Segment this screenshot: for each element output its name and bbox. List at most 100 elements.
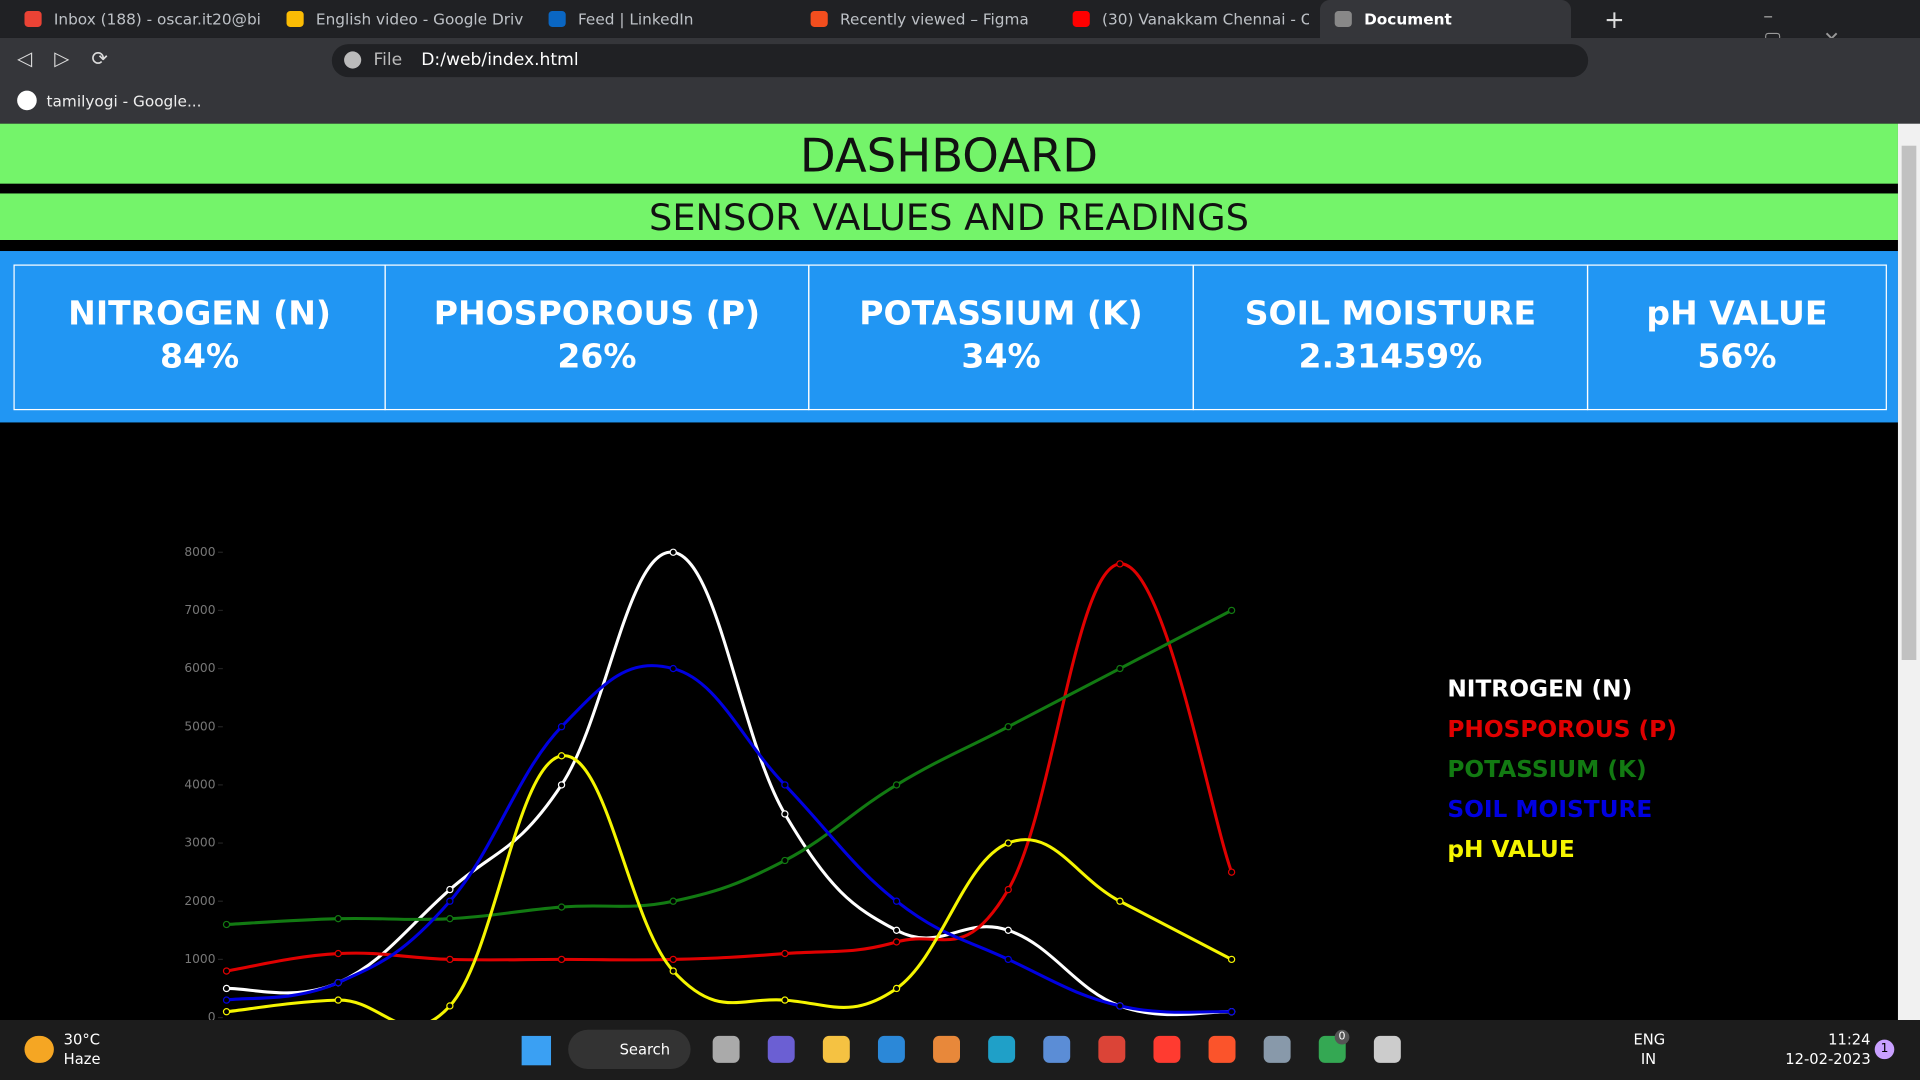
notification-badge[interactable]: 1 <box>1874 1039 1895 1060</box>
data-point <box>446 897 454 905</box>
y-tick-label: 2000 <box>184 894 215 908</box>
data-point <box>781 810 789 818</box>
bookmark-icon <box>17 90 37 111</box>
sensor-value: 56% <box>1697 337 1777 376</box>
data-point <box>1004 839 1012 847</box>
lang: ENG <box>1633 1031 1666 1049</box>
cards-panel: NITROGEN (N) 84% PHOSPOROUS (P) 26% POTASSIU… <box>0 251 1898 423</box>
legend-item: pH VALUE <box>1447 836 1574 863</box>
sensor-label: POTASSIUM (K) <box>859 295 1143 334</box>
data-point <box>892 781 901 789</box>
tab[interactable]: Feed | LinkedIn <box>534 0 785 38</box>
data-point <box>557 955 566 964</box>
y-tick-label: 7000 <box>184 603 215 617</box>
taskbar-app[interactable] <box>1263 1035 1291 1063</box>
taskbar-app[interactable] <box>1208 1035 1236 1063</box>
dashboard-subtitle: SENSOR VALUES AND READINGS <box>0 193 1898 241</box>
data-point <box>557 781 566 789</box>
data-point <box>222 1008 231 1016</box>
y-tick-label: 1000 <box>184 952 215 966</box>
taskbar-app[interactable] <box>767 1035 795 1063</box>
sensor-label: NITROGEN (N) <box>68 295 332 334</box>
taskbar-app[interactable] <box>822 1035 850 1063</box>
data-point <box>669 967 677 975</box>
data-point <box>222 920 231 929</box>
data-point <box>222 984 231 993</box>
start-button[interactable] <box>521 1035 552 1066</box>
tab[interactable]: (30) Vanakkam Chennai - Os <box>1058 0 1309 38</box>
data-point <box>1227 606 1236 615</box>
series-line <box>226 550 1232 1017</box>
weather-icon <box>24 1035 54 1063</box>
sensor-card: NITROGEN (N) 84% <box>13 264 386 411</box>
series-line <box>226 664 1232 1014</box>
y-tick-label: 6000 <box>184 661 215 675</box>
data-point <box>557 903 566 911</box>
data-point <box>222 996 231 1004</box>
data-point <box>892 984 901 993</box>
data-point <box>669 664 677 673</box>
data-point <box>1116 897 1124 905</box>
sensor-card: POTASSIUM (K) 34% <box>808 264 1194 411</box>
tab-icon <box>548 11 566 27</box>
data-point <box>781 856 789 865</box>
data-point <box>1004 926 1012 934</box>
data-point <box>1227 868 1236 876</box>
taskbar-app[interactable] <box>933 1035 961 1063</box>
address-bar[interactable]: File D:/web/index.html <box>331 44 1589 78</box>
taskbar-app[interactable] <box>712 1035 740 1063</box>
clock-date: 12-02-2023 <box>1785 1050 1871 1068</box>
data-point <box>781 949 789 958</box>
data-point <box>446 885 454 894</box>
weather-text: Haze <box>63 1050 101 1068</box>
tab[interactable]: Recently viewed – Figma <box>796 0 1047 38</box>
new-tab[interactable]: + <box>1604 4 1625 35</box>
data-point <box>446 915 454 923</box>
sensor-value: 26% <box>557 337 637 376</box>
data-point <box>446 955 454 964</box>
tab[interactable]: Document <box>1320 0 1572 38</box>
data-point <box>334 915 342 923</box>
data-point <box>557 752 566 760</box>
clock-time: 11:24 <box>1828 1031 1871 1049</box>
series-line <box>226 562 1234 973</box>
sensor-label: SOIL MOISTURE <box>1244 295 1537 334</box>
taskbar-app[interactable] <box>1098 1035 1126 1063</box>
data-point <box>334 978 342 987</box>
data-point <box>892 897 901 905</box>
data-point <box>1116 1002 1124 1010</box>
bookmark[interactable]: tamilyogi - Google... <box>46 91 202 111</box>
data-point <box>669 897 677 905</box>
taskbar-app[interactable] <box>1373 1035 1401 1063</box>
y-tick-label: 5000 <box>184 719 215 733</box>
tab-icon <box>286 11 304 27</box>
tab-icon <box>1334 11 1352 27</box>
data-point <box>781 781 789 789</box>
sensor-value: 2.31459% <box>1298 337 1483 376</box>
taskbar-app[interactable] <box>877 1035 905 1063</box>
series-line <box>226 609 1233 927</box>
data-point <box>669 548 677 556</box>
region: IN <box>1640 1050 1657 1068</box>
data-point <box>1227 1008 1236 1016</box>
data-point <box>334 996 342 1004</box>
data-point <box>446 1002 454 1010</box>
nav-buttons[interactable]: ◁▷⟳ <box>17 46 130 70</box>
taskbar-app[interactable] <box>1043 1035 1071 1063</box>
data-point <box>222 967 231 975</box>
dashboard-title: DASHBOARD <box>0 123 1898 184</box>
scrollbar[interactable] <box>1897 123 1920 1021</box>
data-point <box>557 723 566 731</box>
data-point <box>1004 955 1012 964</box>
tab[interactable]: English video - Google Drive <box>272 0 523 38</box>
scroll-thumb[interactable] <box>1901 145 1917 661</box>
taskbar-app[interactable] <box>1153 1035 1181 1063</box>
tab[interactable]: Inbox (188) - oscar.it20@bitsathy <box>10 0 261 38</box>
legend-item: NITROGEN (N) <box>1447 676 1632 703</box>
taskbar-app[interactable] <box>988 1035 1016 1063</box>
sensor-value: 34% <box>961 337 1041 376</box>
sensor-card: SOIL MOISTURE 2.31459% <box>1192 264 1589 411</box>
search-box[interactable]: Search <box>568 1029 691 1069</box>
